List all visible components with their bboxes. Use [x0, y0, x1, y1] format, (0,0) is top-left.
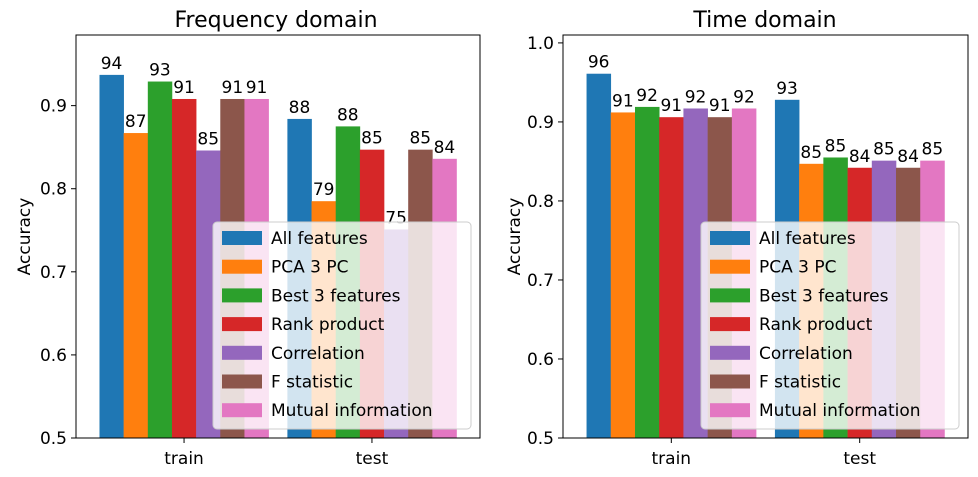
chart-title: Frequency domain	[174, 8, 377, 33]
bar-value-label: 84	[849, 147, 871, 167]
bar	[610, 112, 636, 439]
y-tick-label: 0.7	[40, 263, 67, 283]
x-tick-label: test	[356, 449, 389, 469]
legend-swatch	[710, 374, 750, 389]
y-tick-label: 0.9	[527, 113, 554, 133]
legend-entry-label: Rank product	[271, 315, 385, 335]
y-tick-label: 0.6	[527, 350, 554, 370]
bar-value-label: 91	[612, 91, 634, 111]
legend-swatch	[222, 259, 262, 274]
bar-value-label: 93	[149, 61, 171, 81]
legend-entry-label: PCA 3 PC	[759, 258, 837, 278]
bar	[586, 73, 612, 438]
x-tick-label: test	[843, 449, 876, 469]
y-tick-label: 0.8	[527, 192, 554, 212]
bar	[99, 74, 124, 439]
bar-value-label: 91	[173, 78, 195, 98]
bar-value-label: 93	[776, 79, 798, 99]
legend-box	[212, 221, 472, 430]
bar	[171, 98, 197, 438]
legend-swatch	[710, 317, 750, 332]
legend-swatch	[222, 374, 262, 389]
bar-value-label: 92	[733, 87, 755, 107]
y-axis-label: Accuracy	[15, 198, 35, 276]
chart-title: Time domain	[692, 8, 836, 33]
plot-frame	[562, 34, 969, 439]
plot-frame	[75, 34, 481, 439]
bar	[147, 81, 173, 439]
bar-value-label: 94	[101, 54, 123, 74]
y-tick-label: 0.8	[40, 180, 67, 200]
bar-value-label: 92	[636, 86, 658, 106]
legend-entry-label: PCA 3 PC	[271, 258, 349, 278]
legend-swatch	[222, 288, 262, 303]
legend-entry-label: All features	[271, 229, 368, 249]
legend-swatch	[710, 345, 750, 360]
legend-swatch	[710, 259, 750, 274]
legend-swatch	[710, 231, 750, 245]
bar	[634, 106, 660, 439]
bar	[123, 133, 149, 438]
bar-value-label: 79	[313, 180, 335, 200]
y-tick-label: 0.9	[40, 97, 67, 117]
bar-value-label: 96	[588, 53, 610, 73]
bar-value-label: 85	[409, 129, 431, 149]
bar-value-label: 84	[434, 138, 456, 158]
bar-value-label: 88	[337, 105, 359, 125]
chart-panel: Time domain Accuracy 96 93 91 85 92 85 91 84 92 85 9…	[505, 8, 969, 469]
legend-entry-label: Correlation	[271, 344, 365, 364]
legend-swatch	[222, 231, 262, 245]
legend-swatch	[710, 288, 750, 303]
legend-swatch	[222, 345, 262, 360]
legend-box	[700, 221, 960, 430]
x-tick-label: train	[652, 449, 692, 469]
bar-value-label: 85	[825, 136, 847, 156]
bar	[659, 117, 684, 438]
bar-value-label: 88	[289, 98, 311, 118]
legend-entry-label: Mutual information	[759, 401, 921, 421]
y-tick-label: 0.5	[40, 429, 67, 449]
legend-entry-label: F statistic	[271, 373, 353, 393]
y-tick-label: 0.5	[527, 429, 554, 449]
legend-entry-label: Best 3 features	[271, 286, 401, 306]
legend-entry-label: Correlation	[759, 344, 853, 364]
legend-entry-label: Rank product	[759, 315, 873, 335]
legend-swatch	[222, 317, 262, 332]
bar-value-label: 85	[873, 140, 895, 160]
bar-value-label: 84	[897, 147, 919, 167]
y-tick-label: 0.6	[40, 346, 67, 366]
bar-value-label: 91	[709, 96, 731, 116]
y-tick-label: 0.7	[527, 271, 554, 291]
legend-entry-label: Best 3 features	[759, 286, 889, 306]
legend-swatch	[222, 403, 262, 418]
y-axis-label: Accuracy	[505, 198, 525, 276]
legend-entry-label: All features	[759, 229, 856, 249]
chart-panel: Frequency domain Accuracy 94 88 87 79 93 88 91 85…	[15, 8, 481, 469]
legend-entry-label: Mutual information	[271, 401, 433, 421]
bar-value-label: 85	[922, 140, 944, 160]
bar-value-label: 91	[660, 96, 682, 116]
bar-value-label: 85	[197, 129, 219, 149]
bar-value-label: 91	[246, 78, 268, 98]
legend-entry-label: F statistic	[759, 373, 841, 393]
bar-value-label: 87	[125, 112, 147, 132]
bar-value-label: 91	[222, 78, 244, 98]
legend-swatch	[710, 403, 750, 418]
bar-value-label: 92	[685, 87, 707, 107]
bar-value-label: 85	[800, 143, 822, 163]
x-tick-label: train	[164, 449, 204, 469]
y-tick-label: 1.0	[527, 34, 554, 54]
bar-value-label: 85	[361, 129, 383, 149]
